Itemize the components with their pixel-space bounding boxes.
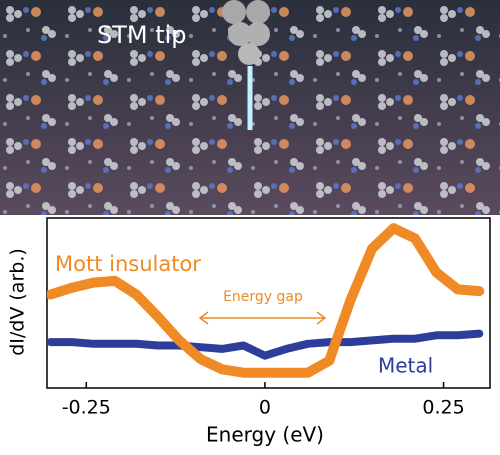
y-axis-label: dI/dV (arb.): [7, 248, 29, 356]
legend-label: Metal: [378, 354, 433, 378]
x-tick-label: 0.25: [422, 397, 464, 419]
data-line: [47, 329, 484, 360]
stm-tip: [222, 0, 270, 65]
data-line: [47, 223, 485, 378]
plot-area: [47, 223, 485, 378]
legend-label: Mott insulator: [55, 252, 201, 276]
image-label: STM tip: [97, 21, 187, 49]
x-tick-label: -0.25: [62, 397, 111, 419]
x-tick-label: 0: [259, 397, 271, 419]
x-axis-label: Energy (eV): [206, 423, 324, 447]
gap-arrow: [198, 311, 327, 325]
annotation: Energy gap: [223, 289, 303, 305]
